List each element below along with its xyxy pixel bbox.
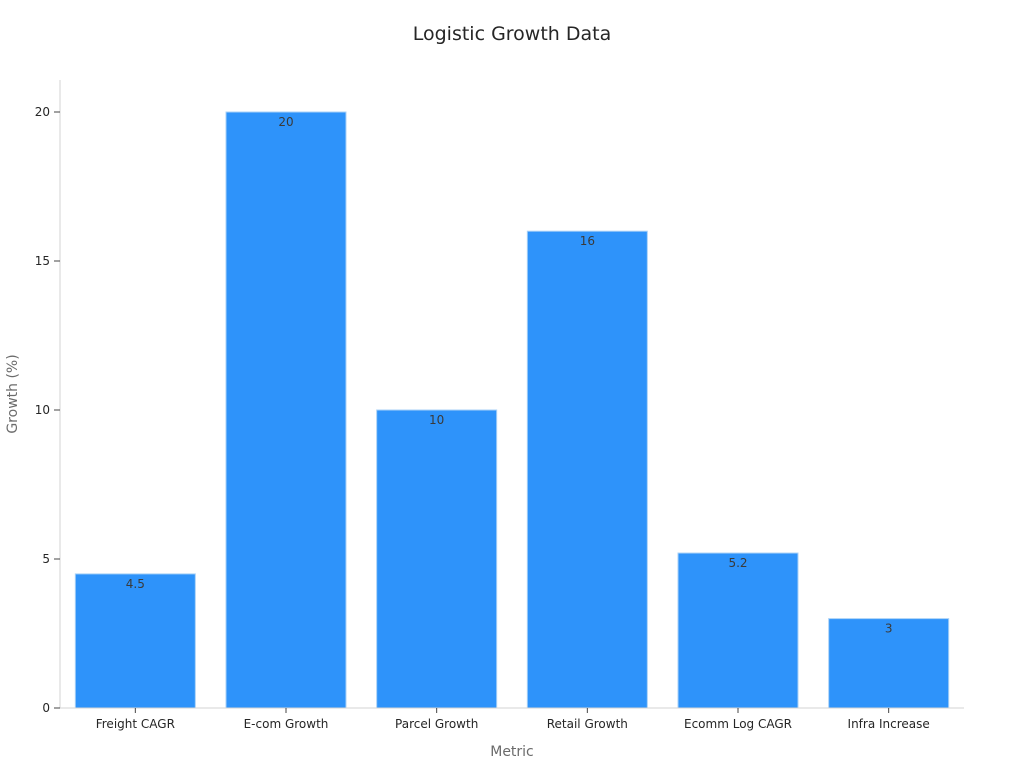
bars-group: 4.5 20 10 16 5.2 3 (74, 111, 950, 709)
bar (74, 573, 196, 709)
x-axis-ticks: Freight CAGR E-com Growth Parcel Growth Ret… (96, 708, 930, 731)
bar-value-label: 10 (429, 413, 444, 427)
bar (677, 552, 799, 709)
bar (225, 111, 347, 709)
y-tick-label: 5 (42, 552, 50, 566)
y-axis-ticks: 0 5 10 15 20 (35, 105, 60, 715)
x-tick-label: Freight CAGR (96, 717, 175, 731)
bar-value-label: 5.2 (728, 556, 747, 570)
x-tick-label: E-com Growth (244, 717, 329, 731)
chart-title: Logistic Growth Data (413, 23, 612, 45)
y-axis-label: Growth (%) (5, 354, 21, 433)
x-tick-label: Retail Growth (547, 717, 628, 731)
x-tick-label: Ecomm Log CAGR (684, 717, 792, 731)
x-axis-label: Metric (490, 744, 534, 760)
bar (828, 618, 950, 709)
bar (526, 230, 648, 709)
bar-value-label: 16 (580, 234, 595, 248)
x-tick-label: Parcel Growth (395, 717, 478, 731)
y-tick-label: 10 (35, 403, 50, 417)
y-tick-label: 15 (35, 254, 50, 268)
y-tick-label: 0 (42, 701, 50, 715)
bar-value-label: 4.5 (126, 577, 145, 591)
bar-value-label: 20 (278, 115, 293, 129)
y-tick-label: 20 (35, 105, 50, 119)
bar-value-label: 3 (885, 622, 893, 636)
x-tick-label: Infra Increase (848, 717, 930, 731)
bar (376, 409, 498, 709)
